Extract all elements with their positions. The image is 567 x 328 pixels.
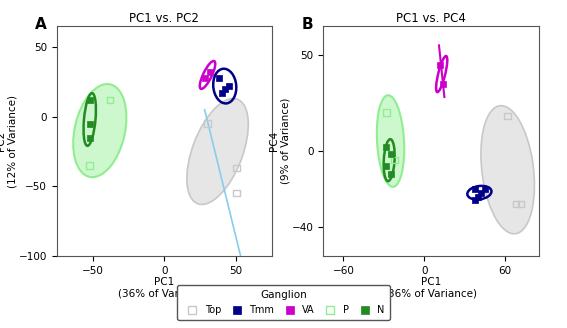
Point [214, 75, 223, 80]
Point [386, 171, 395, 176]
Point [476, 190, 485, 195]
Text: A: A [35, 17, 47, 32]
Point [382, 110, 391, 115]
Title: PC1 vs. PC2: PC1 vs. PC2 [129, 12, 200, 25]
Ellipse shape [187, 98, 248, 204]
Point [232, 166, 241, 171]
Legend: Top, Tmm, VA, P, N: Top, Tmm, VA, P, N [177, 285, 390, 320]
Point [438, 81, 447, 86]
Point [471, 198, 480, 203]
Point [382, 163, 391, 169]
Y-axis label: PC4
(9% of Variance): PC4 (9% of Variance) [269, 98, 290, 184]
Point [386, 152, 395, 157]
Ellipse shape [377, 95, 404, 187]
Point [471, 186, 480, 192]
Ellipse shape [73, 84, 126, 177]
Point [511, 201, 521, 207]
Point [200, 75, 209, 80]
Point [85, 135, 94, 140]
X-axis label: PC1
(36% of Variance): PC1 (36% of Variance) [384, 277, 477, 298]
Point [225, 83, 234, 89]
Text: B: B [302, 17, 314, 32]
Point [517, 201, 526, 207]
Point [85, 121, 94, 126]
Y-axis label: PC2
(12% of Variance): PC2 (12% of Variance) [0, 94, 17, 188]
X-axis label: PC1
(36% of Variance): PC1 (36% of Variance) [118, 277, 211, 298]
Point [203, 121, 212, 126]
Point [473, 194, 483, 199]
Point [390, 157, 399, 163]
Point [503, 113, 512, 119]
Point [480, 186, 489, 192]
Point [232, 191, 241, 196]
Point [85, 97, 94, 103]
Point [220, 86, 229, 92]
Title: PC1 vs. PC4: PC1 vs. PC4 [396, 12, 466, 25]
Point [217, 91, 226, 96]
Point [382, 144, 391, 150]
Point [436, 62, 445, 67]
Point [105, 97, 115, 103]
Point [85, 163, 94, 168]
Point [206, 70, 215, 75]
Ellipse shape [481, 106, 535, 234]
